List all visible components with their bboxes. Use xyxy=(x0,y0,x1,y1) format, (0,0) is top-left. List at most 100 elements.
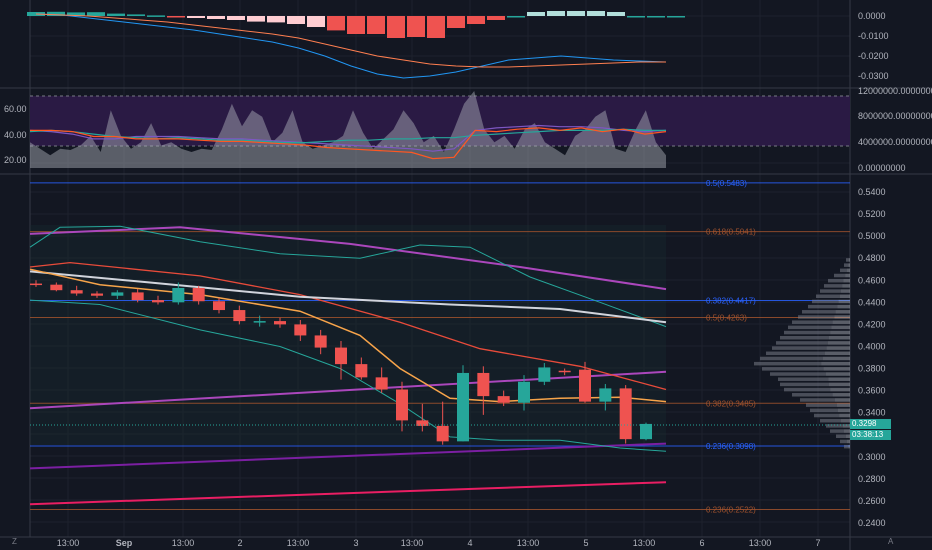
macd-histogram-bar xyxy=(647,16,665,18)
ma-line-purple-lower xyxy=(29,370,667,410)
candle-body xyxy=(91,293,103,296)
volume-profile-bar xyxy=(816,294,840,298)
candle-body xyxy=(314,335,327,348)
macd-histogram-bar xyxy=(207,16,225,19)
macd-tick: -0.0300 xyxy=(858,71,889,81)
macd-tick: 0.0000 xyxy=(858,11,886,21)
volume-tick: 12000000.00000000 xyxy=(858,86,932,96)
price-tick: 0.5200 xyxy=(858,209,886,219)
price-pane[interactable]: 0.5(0.5483) 0.618(0.5041) 0.382(0.4417) 0.5… xyxy=(29,179,850,515)
volume-profile-bar xyxy=(839,413,850,418)
volume-profile-bar xyxy=(836,403,850,407)
volume-profile-bar xyxy=(845,273,850,278)
macd-histogram-bar xyxy=(187,16,205,18)
candle-body xyxy=(538,367,551,382)
volume-profile-bar xyxy=(814,413,840,418)
candle-body xyxy=(599,388,612,402)
macd-histogram-bar xyxy=(487,16,505,20)
rsi-line-c xyxy=(29,124,667,152)
time-label: 7 xyxy=(815,538,820,548)
candle-body xyxy=(396,389,408,421)
fib-level-label: 0.382(0.3485) xyxy=(706,399,756,408)
volume-profile-bar xyxy=(844,444,849,449)
candle-body xyxy=(70,290,83,294)
candle-body xyxy=(375,377,388,390)
volume-profile-bar xyxy=(820,289,841,293)
macd-histogram-bar xyxy=(287,16,305,24)
fib-level-label: 0.618(0.5041) xyxy=(706,228,756,237)
candle-body xyxy=(172,287,185,303)
volume-profile-bar xyxy=(835,398,850,402)
volume-profile-bar xyxy=(841,289,850,293)
rsi-volume-pane[interactable] xyxy=(29,91,850,168)
volume-profile-bar xyxy=(830,330,850,335)
volume-profile-bar xyxy=(844,263,849,267)
volume-profile-bar xyxy=(842,424,850,428)
volume-profile-bar xyxy=(830,387,850,392)
volume-profile-bar xyxy=(834,315,850,319)
macd-histogram-bar xyxy=(547,11,565,16)
fib-level-label: 0.236(0.3098) xyxy=(706,442,756,451)
volume-profile-bar xyxy=(844,429,850,433)
volume-profile-bar xyxy=(847,268,850,273)
zoom-reset-icon[interactable]: Z xyxy=(12,537,17,546)
fib-level-label: 0.5(0.4263) xyxy=(706,313,747,322)
volume-profile-bar xyxy=(760,356,823,361)
macd-histogram-bar xyxy=(147,15,165,17)
macd-histogram-bar xyxy=(407,16,425,37)
macd-histogram-bar xyxy=(327,16,345,31)
macd-histogram-bar xyxy=(247,16,265,22)
volume-profile-bar xyxy=(847,439,850,444)
macd-histogram-bar xyxy=(167,16,185,18)
price-tick: 0.4000 xyxy=(858,341,886,351)
volume-profile-bar xyxy=(792,393,833,397)
macd-line xyxy=(35,13,667,79)
macd-histogram-bar xyxy=(587,11,605,16)
time-label: 13:00 xyxy=(401,538,424,548)
price-tick: 0.5400 xyxy=(858,187,886,197)
volume-profile-bar xyxy=(828,377,850,381)
macd-histogram-bar xyxy=(47,11,65,16)
time-label: 2 xyxy=(237,538,242,548)
macd-histogram-bar xyxy=(627,16,645,18)
volume-profile-bar xyxy=(806,403,837,407)
ma-line-magenta xyxy=(29,481,667,506)
volume-profile-bar xyxy=(839,294,850,298)
price-tick: 0.4400 xyxy=(858,297,886,307)
macd-histogram-bar xyxy=(87,12,105,16)
fib-level-label: 0.5(0.5483) xyxy=(706,179,747,188)
candle-body xyxy=(558,370,571,373)
volume-profile-bar xyxy=(823,356,850,361)
candle-body xyxy=(436,425,449,442)
rsi-tick: 20.00 xyxy=(4,155,27,165)
volume-profile-bar xyxy=(824,284,843,288)
candle-body xyxy=(233,310,246,322)
fib-level-label: 0.382(0.4417) xyxy=(706,296,756,305)
candle-body xyxy=(640,423,652,440)
volume-profile-bar xyxy=(840,268,847,273)
candle-body xyxy=(294,324,307,336)
time-label: 13:00 xyxy=(749,538,772,548)
time-axis[interactable]: 13:00 Sep 13:00 2 13:00 3 13:00 4 13:00 5 13:00 6 13… xyxy=(57,538,821,548)
volume-profile-bar xyxy=(845,434,850,439)
rsi-left-axis: 60.00 40.00 20.00 xyxy=(4,104,27,165)
macd-price-axis[interactable]: 0.0000 -0.0100 -0.0200 -0.0300 xyxy=(858,11,889,81)
time-label: 13:00 xyxy=(517,538,540,548)
volume-profile-bar xyxy=(784,387,831,392)
macd-pane[interactable] xyxy=(27,11,685,79)
price-tick: 0.3600 xyxy=(858,386,886,396)
macd-histogram-bar xyxy=(607,12,625,16)
auto-scale-icon[interactable]: A xyxy=(888,537,894,546)
volume-profile-bar xyxy=(829,335,850,340)
price-tick: 0.4800 xyxy=(858,253,886,263)
volume-profile-bar xyxy=(835,310,850,314)
macd-histogram-bar xyxy=(567,11,585,16)
volume-profile-bar xyxy=(832,320,850,324)
candle-body xyxy=(497,396,510,403)
volume-price-axis[interactable]: 12000000.00000000 8000000.00000000 40000… xyxy=(858,86,932,173)
volume-tick: 0.00000000 xyxy=(858,163,906,173)
volume-profile-bar xyxy=(780,382,829,387)
price-tick: 0.3000 xyxy=(858,452,886,462)
volume-profile-bar xyxy=(792,320,833,324)
